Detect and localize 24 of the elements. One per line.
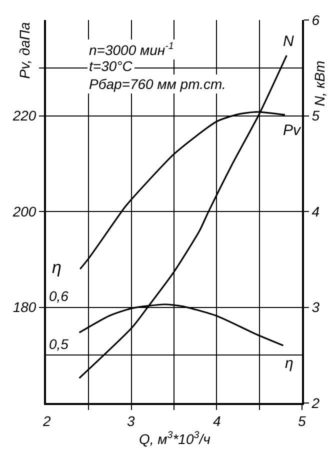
x-tick-label: 5 [298,413,306,429]
y2-tick-label: 4 [312,203,320,220]
series-label: Pv [283,122,302,139]
y-tick-label: 180 [12,299,36,316]
y2-tick-label: 5 [312,108,320,124]
y2-axis-title: N, кВт [312,60,328,106]
annotation: Pбар=760 мм рт.ст. [89,76,226,92]
series-label: η [285,355,294,372]
annotation: n=3000 мин$^{-1}$ [89,41,174,58]
x-tick-label: 2 [42,413,51,429]
y3-tick-label: 0,5 [49,336,69,352]
y3-tick-label: 0,6 [49,288,69,304]
y-tick-label: 220 [12,108,36,124]
x-tick-label: 3 [127,413,135,429]
annotation: t=30°C [89,58,134,74]
series-label: N [283,33,294,50]
y2-tick-label: 3 [312,299,320,316]
y3-axis-title: η [52,258,62,277]
y2-tick-label: 2 [310,394,320,411]
y2-tick-label: 6 [312,12,320,28]
y-tick-label: 200 [12,203,36,220]
x-axis-title: Q, м$^{3}$*10$^{3}$/ч [139,430,210,447]
x-tick-label: 4 [213,413,221,429]
y-axis-title: Pv, даПа [16,22,33,79]
